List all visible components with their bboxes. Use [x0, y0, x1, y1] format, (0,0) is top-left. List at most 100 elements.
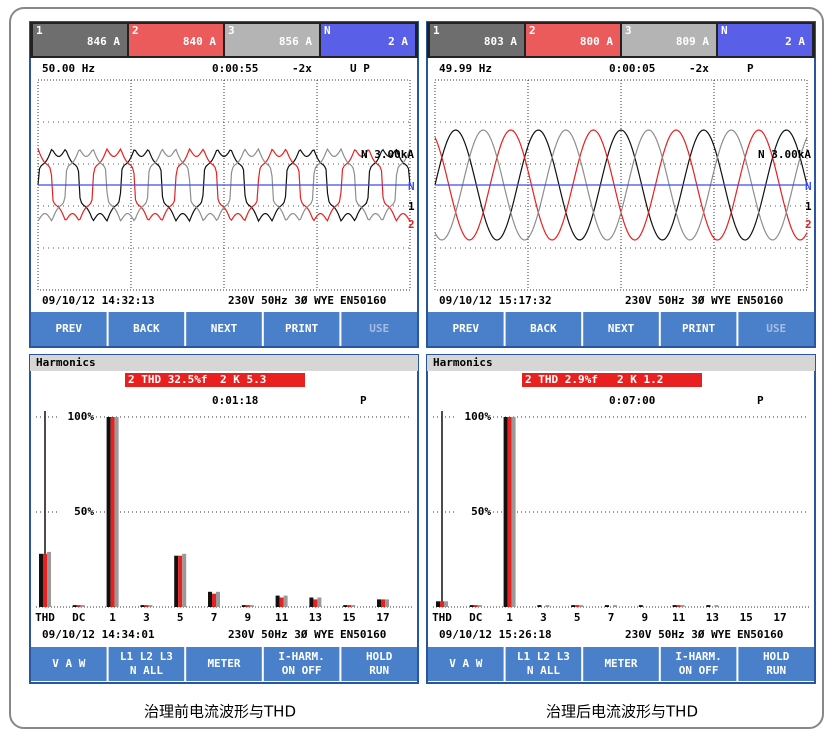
- footer-config: 230V 50Hz 3Ø WYE: [228, 628, 334, 641]
- caption: 治理前电流波形与THD: [144, 703, 296, 721]
- bar: [537, 605, 541, 607]
- status-flags: P: [757, 394, 764, 407]
- footer-config: 230V 50Hz 3Ø WYE: [625, 628, 731, 641]
- zoom: -2x: [689, 62, 709, 75]
- bar: [115, 417, 119, 607]
- bar: [39, 554, 43, 607]
- soft-key-label: PREV: [453, 322, 480, 335]
- x-tick-label: 11: [672, 611, 686, 624]
- bar: [579, 605, 583, 607]
- bar: [178, 556, 182, 607]
- elapsed-time: 0:00:55: [212, 62, 258, 75]
- bar: [673, 605, 677, 607]
- bar: [571, 605, 575, 607]
- bar: [313, 599, 317, 607]
- reading-value: 846 A: [87, 35, 120, 48]
- bar: [107, 417, 111, 607]
- bar: [347, 605, 351, 607]
- reading-value: 809 A: [676, 35, 709, 48]
- phase-label: N: [324, 24, 331, 37]
- footer-datetime: 09/10/12 14:32:13: [42, 294, 155, 307]
- reading-value: 2 A: [388, 35, 408, 48]
- scale-label: N 3.00kA: [361, 148, 414, 161]
- bar: [250, 605, 254, 607]
- y-tick-label: 100%: [465, 410, 492, 423]
- footer-standard: EN50160: [737, 294, 783, 307]
- phase-label: 2: [132, 24, 139, 37]
- reading-value: 803 A: [484, 35, 517, 48]
- bar: [613, 605, 617, 607]
- soft-key-label: N ALL: [130, 664, 163, 677]
- chart-title: Harmonics: [36, 356, 96, 369]
- soft-key-label: V A W: [449, 657, 482, 670]
- soft-key-label: I-HARM.: [675, 650, 721, 663]
- bar: [508, 417, 512, 607]
- bar: [343, 605, 347, 607]
- bar: [280, 598, 284, 608]
- trace-label: 1: [408, 200, 415, 213]
- elapsed-time: 0:00:05: [609, 62, 655, 75]
- bar: [246, 605, 250, 607]
- y-tick-label: 100%: [68, 410, 95, 423]
- bar: [440, 601, 444, 607]
- soft-key-label: BACK: [530, 322, 557, 335]
- x-tick-label: 3: [540, 611, 547, 624]
- bar: [216, 592, 220, 607]
- bar: [43, 554, 47, 607]
- soft-key-label: PRINT: [285, 322, 318, 335]
- footer-config: 230V 50Hz 3Ø WYE: [228, 294, 334, 307]
- soft-key-label: ON OFF: [282, 664, 322, 677]
- x-tick-label: DC: [469, 611, 482, 624]
- status-flags: P: [747, 62, 754, 75]
- bar: [276, 596, 280, 607]
- trace-label: N: [408, 180, 415, 193]
- footer-standard: EN50160: [737, 628, 783, 641]
- soft-key-label: METER: [207, 657, 240, 670]
- bar: [474, 605, 478, 607]
- x-tick-label: 5: [177, 611, 184, 624]
- scale-label: N 3.00kA: [758, 148, 811, 161]
- x-tick-label: 13: [706, 611, 719, 624]
- bar: [111, 417, 115, 607]
- x-tick-label: 1: [109, 611, 116, 624]
- bar: [77, 605, 81, 607]
- x-tick-label: 5: [574, 611, 581, 624]
- y-tick-label: 50%: [74, 505, 94, 518]
- soft-key-label: NEXT: [608, 322, 635, 335]
- bar: [317, 598, 321, 608]
- bar: [677, 605, 681, 607]
- x-tick-label: 15: [343, 611, 356, 624]
- footer-standard: EN50160: [340, 628, 386, 641]
- trace-label: 2: [805, 218, 812, 231]
- elapsed-time: 0:01:18: [212, 394, 258, 407]
- chart-title: Harmonics: [433, 356, 493, 369]
- phase-label: N: [721, 24, 728, 37]
- reading-value: 800 A: [580, 35, 613, 48]
- soft-key-label: L1 L2 L3: [517, 650, 570, 663]
- phase-label: 3: [228, 24, 235, 37]
- soft-key-label: PREV: [56, 322, 83, 335]
- x-tick-label: 9: [641, 611, 648, 624]
- bar: [605, 605, 609, 607]
- bar: [575, 605, 579, 607]
- badge: 2 K 5.3: [220, 373, 266, 386]
- bar: [545, 605, 549, 607]
- x-tick-label: THD: [432, 611, 452, 624]
- soft-key-label: USE: [766, 322, 786, 335]
- zoom: -2x: [292, 62, 312, 75]
- x-tick-label: 7: [211, 611, 218, 624]
- bar: [174, 556, 178, 607]
- bar: [140, 605, 144, 607]
- trace-label: 1: [805, 200, 812, 213]
- soft-key-label: USE: [369, 322, 389, 335]
- soft-key-label: ON OFF: [679, 664, 719, 677]
- bar: [681, 605, 685, 607]
- screenshot: 治理前电流波形与THD 治理后电流波形与THD 1846 A2840 A3856…: [0, 0, 833, 736]
- bar: [47, 552, 51, 607]
- soft-key-label: I-HARM.: [278, 650, 324, 663]
- phase-label: 1: [433, 24, 440, 37]
- footer-standard: EN50160: [340, 294, 386, 307]
- soft-key-label: HOLD: [366, 650, 393, 663]
- x-tick-label: 13: [309, 611, 322, 624]
- x-tick-label: 11: [275, 611, 289, 624]
